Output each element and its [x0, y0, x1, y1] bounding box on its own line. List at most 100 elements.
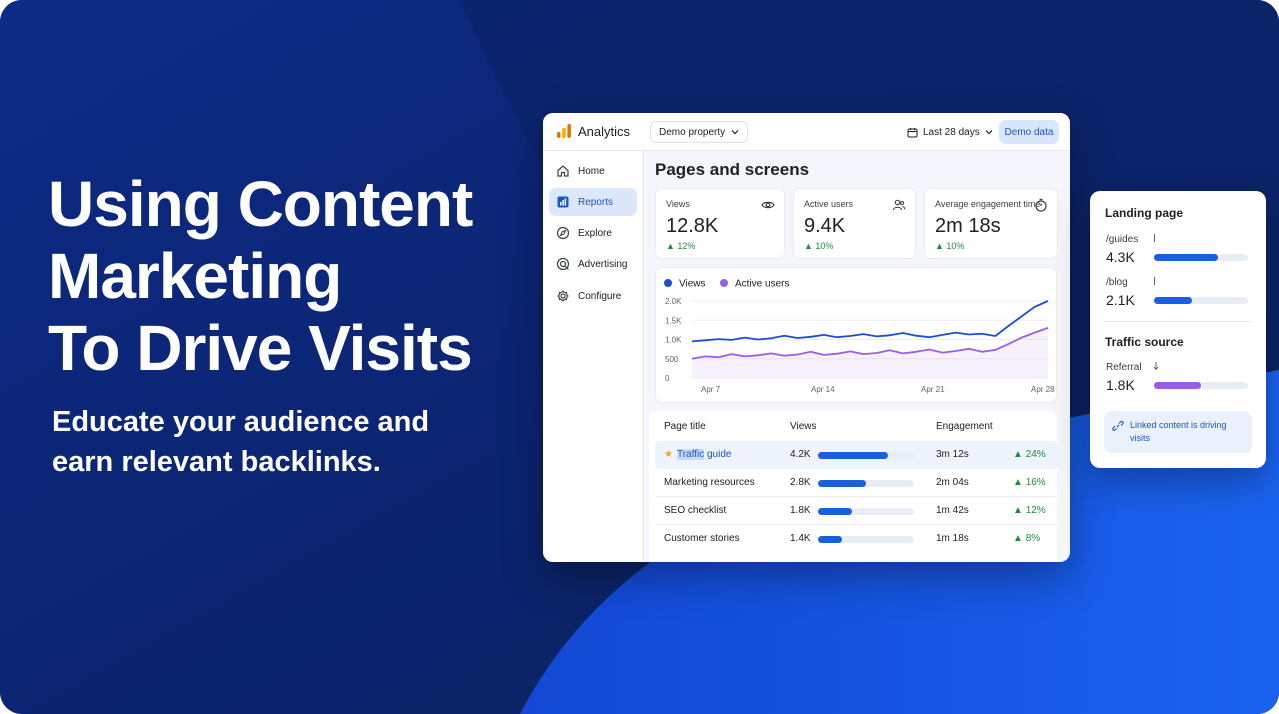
landing-page-card: Landing page /guides 4.3K /blog 2.1K Tra… — [1090, 191, 1266, 468]
traffic-source-title: Traffic source — [1105, 335, 1184, 349]
landing-path[interactable]: /blog — [1106, 277, 1128, 288]
calendar-icon — [907, 127, 918, 137]
row-views: 4.2K — [790, 449, 811, 460]
app-name: Analytics — [578, 124, 631, 139]
hero-subtitle: Educate your audience and earn relevant … — [52, 402, 492, 482]
row-delta: ▲ 24% — [1013, 449, 1046, 460]
chevron-down-icon — [731, 130, 739, 135]
row-title[interactable]: SEO checklist — [664, 505, 727, 516]
row-delta: ▲ 8% — [1013, 533, 1041, 544]
sidebar-item-reports[interactable]: Reports — [549, 188, 637, 216]
landing-value: 4.3K — [1106, 249, 1135, 265]
table-row[interactable]: ★ Traffic guide 4.2K 3m 12s ▲ 24% — [655, 441, 1057, 469]
views-bar-fill — [818, 480, 866, 487]
sidebar-item-advertising[interactable]: Advertising — [549, 250, 637, 278]
kpi-value: 9.4K — [804, 215, 846, 237]
date-range-selector[interactable]: Last 28 days — [901, 121, 999, 143]
legend-marker — [720, 279, 728, 287]
x-tick-label: Apr 14 — [811, 385, 835, 394]
column-header-views[interactable]: Views — [790, 421, 817, 432]
legend-marker — [664, 279, 672, 287]
legend-label: Views — [679, 279, 706, 290]
link-icon — [1112, 420, 1124, 431]
table-row[interactable]: Customer stories 1.4K 1m 18s ▲ 8% — [655, 525, 1057, 553]
landing-bar — [1154, 297, 1248, 304]
hero-subtitle-line: Educate your audience and — [52, 406, 430, 438]
traffic-source-label[interactable]: Referral — [1106, 362, 1142, 373]
property-selector-label: Demo property — [659, 126, 726, 138]
demo-data-badge[interactable]: Demo data — [999, 120, 1059, 144]
row-delta-value: 12% — [1025, 505, 1046, 516]
bar-chart-logo-icon — [557, 124, 571, 138]
line-chart: 0 500 1.0K 1.5K 2.0K Apr 7 Apr 14 Apr 21 Apr 28 V… — [664, 279, 1055, 394]
landing-bar — [1154, 254, 1248, 261]
date-range-label: Last 28 days — [923, 126, 980, 138]
users-icon — [892, 199, 906, 211]
row-delta-value: 24% — [1025, 449, 1046, 460]
page-title: Pages and screens — [655, 160, 810, 179]
landing-value: 2.1K — [1106, 292, 1135, 308]
landing-path[interactable]: /guides — [1106, 234, 1139, 245]
x-tick-label: Apr 21 — [921, 385, 945, 394]
table-row[interactable]: Marketing resources 2.8K 2m 04s ▲ 16% — [655, 469, 1057, 497]
kpi-delta-value: 10% — [815, 241, 834, 251]
column-header-page-title[interactable]: Page title — [664, 421, 706, 432]
row-title[interactable]: ★ Traffic guide — [664, 449, 731, 460]
row-title[interactable]: Customer stories — [664, 533, 740, 544]
views-bar-fill — [818, 508, 852, 515]
sidebar-item-label: Explore — [578, 227, 612, 239]
top-bar: Analytics Demo property Last 28 days Dem… — [543, 113, 1070, 151]
views-bar — [818, 508, 914, 515]
sidebar-item-configure[interactable]: Configure — [549, 282, 637, 310]
divider — [1104, 321, 1252, 322]
x-tick-label: Apr 7 — [701, 385, 721, 394]
kpi-delta: ▲ 10% — [804, 241, 834, 251]
bar-marker — [1154, 277, 1155, 285]
row-title-rest: guide — [704, 449, 732, 460]
views-bar — [818, 480, 914, 487]
timer-icon — [1035, 198, 1047, 212]
row-engagement: 2m 04s — [936, 477, 969, 488]
arrow-down-icon — [1153, 362, 1159, 371]
sidebar-item-label: Advertising — [578, 258, 628, 270]
star-icon: ★ — [664, 449, 673, 460]
home-icon — [557, 165, 569, 177]
series-line — [691, 300, 1049, 343]
sidebar-item-label: Reports — [578, 196, 614, 208]
sidebar-item-home[interactable]: Home — [549, 157, 637, 185]
hero-title-line: To Drive Visits — [48, 312, 473, 384]
landing-bar-fill — [1154, 297, 1192, 304]
line-chart-card: 0 500 1.0K 1.5K 2.0K Apr 7 Apr 14 Apr 21 Apr 28 V… — [655, 267, 1057, 403]
landing-page-title: Landing page — [1105, 206, 1183, 220]
kpi-label: Average engagement time — [935, 199, 1041, 209]
column-header-engagement[interactable]: Engagement — [936, 421, 993, 432]
property-selector[interactable]: Demo property — [650, 121, 749, 143]
kpi-delta: ▲ 10% — [935, 241, 965, 251]
table-row[interactable]: SEO checklist 1.8K 1m 42s ▲ 12% — [655, 497, 1057, 525]
kpi-card-active-users[interactable]: Active users 9.4K ▲ 10% — [793, 188, 916, 259]
series-area — [692, 327, 1048, 378]
insight-note[interactable]: Linked content is driving visits — [1104, 411, 1252, 453]
kpi-value: 12.8K — [666, 215, 719, 237]
eye-icon — [761, 201, 775, 209]
legend-label: Active users — [735, 279, 789, 290]
sidebar-item-explore[interactable]: Explore — [549, 219, 637, 247]
traffic-source-bar — [1154, 382, 1248, 389]
views-bar — [818, 536, 914, 543]
row-views: 1.8K — [790, 505, 811, 516]
kpi-label: Views — [666, 199, 690, 209]
row-title-highlight: Traffic — [676, 449, 705, 460]
traffic-source-value: 1.8K — [1106, 377, 1135, 393]
kpi-card-views[interactable]: Views 12.8K ▲ 12% — [655, 188, 785, 259]
y-tick-label: 1.0K — [665, 336, 682, 345]
row-title[interactable]: Marketing resources — [664, 477, 755, 488]
traffic-source-bar-fill — [1154, 382, 1201, 389]
gear-icon — [557, 290, 569, 302]
hero-title-line: Marketing — [48, 240, 342, 312]
landing-bar-fill — [1154, 254, 1218, 261]
sidebar-item-label: Home — [578, 165, 605, 177]
row-engagement: 1m 42s — [936, 505, 969, 516]
explore-icon — [556, 226, 570, 240]
kpi-card-engagement-time[interactable]: Average engagement time 2m 18s ▲ 10% — [924, 188, 1058, 259]
